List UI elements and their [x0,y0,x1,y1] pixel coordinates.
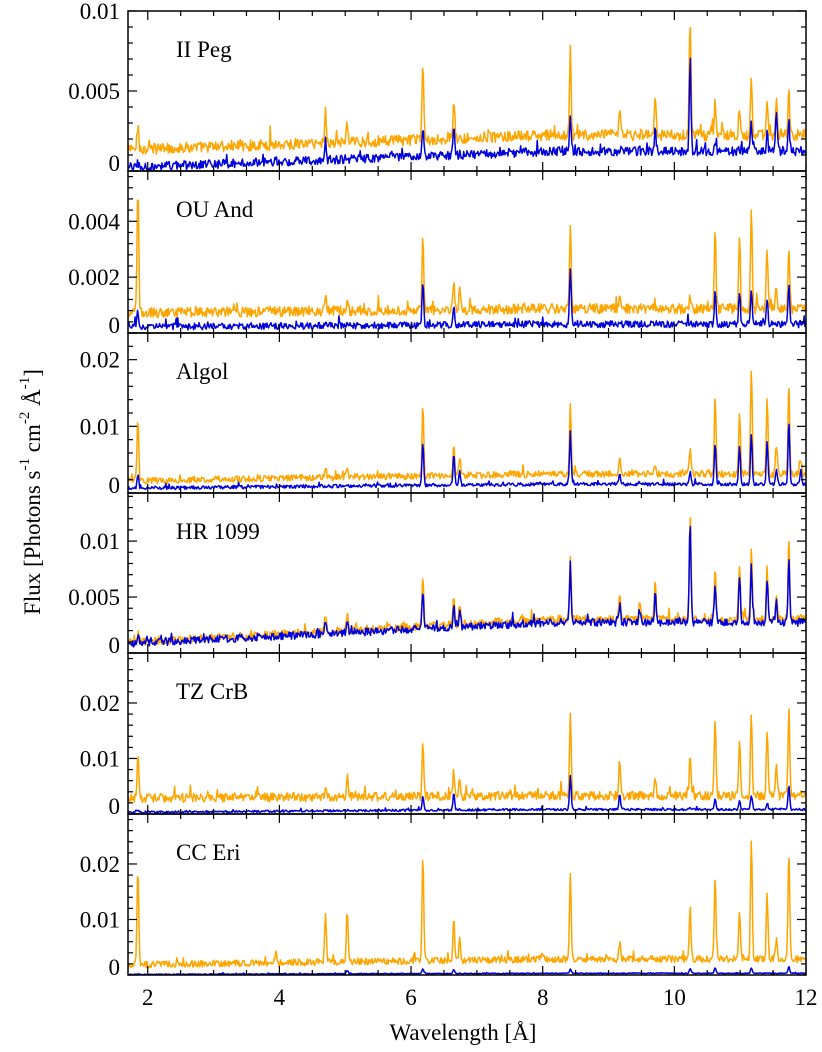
panel-2-ytick-label: 0.02 [80,348,120,373]
panel-0-orange-spectrum [128,26,806,155]
panel-4-ytick-label: 0.01 [80,746,120,771]
panel-4: 0 0.01 0.02 TZ CrB [80,652,807,819]
panel-0-ytick-label: 0.01 [80,0,120,24]
panel-0-ytick-label: 0 [109,151,121,176]
x-tick-label: 12 [795,985,818,1010]
panel-1-star-name: OU And [176,197,254,222]
panel-5-spectra [128,840,806,975]
panel-2-star-name: Algol [176,359,228,384]
y-axis-title: Flux [Photons s-1 cm-2 Å-1] [17,369,45,615]
panel-2-frame [127,332,807,494]
panel-4-blue-spectrum [128,774,806,814]
panel-5-star-name: CC Eri [176,840,241,865]
panel-5: 0 0.01 0.02 CC Eri [80,813,807,980]
panel-0-spectra [128,26,806,171]
panel-2-spectra [128,370,806,491]
x-tick-label: 8 [537,985,549,1010]
panel-3-star-name: HR 1099 [176,519,260,544]
panel-3: 0 0.005 0.01 HR 1099 [68,492,807,658]
panel-5-blue-spectrum [128,965,806,975]
panel-5-frame [127,813,807,976]
panel-4-ytick-label: 0 [109,794,121,819]
panel-0-blue-spectrum [128,57,806,171]
x-axis: 2 4 6 8 10 12 [142,985,818,1010]
x-tick-label: 2 [142,985,154,1010]
panel-3-blue-spectrum [128,525,806,648]
panel-3-ytick-label: 0.01 [80,529,120,554]
panel-3-spectra [128,517,806,648]
panel-1-orange-spectrum [128,199,806,319]
panel-3-ytick-label: 0 [109,633,121,658]
panel-0: 0 0.005 0.01 II Peg [68,0,807,176]
x-tick-label: 4 [274,985,286,1010]
panel-2-ytick-label: 0.01 [80,414,120,439]
x-axis-title: Wavelength [Å] [390,1020,537,1045]
panel-2: 0 0.01 0.02 Algol [80,332,807,498]
panel-4-spectra [128,708,806,814]
panel-5-ytick-label: 0.02 [80,852,120,877]
panel-0-ytick-label: 0.005 [68,79,120,104]
panel-4-star-name: TZ CrB [176,679,248,704]
panel-1: 0 0.002 0.004 OU And [68,170,807,338]
panel-5-orange-spectrum [128,840,806,969]
panel-1-ytick-label: 0 [109,313,121,338]
panel-5-ytick-label: 0.01 [80,907,120,932]
panel-1-ytick-label: 0.002 [68,265,120,290]
x-tick-label: 6 [405,985,417,1010]
panel-1-spectra [128,199,806,331]
panel-3-frame [127,492,807,654]
panel-1-blue-spectrum [128,268,806,331]
panel-2-blue-spectrum [128,423,806,491]
panel-5-ytick-label: 0 [109,955,121,980]
panels: 0 0.005 0.01 II Peg 0 0.002 0.004 OU And 0 0.01 0.… [68,0,807,980]
panel-4-ytick-label: 0.02 [80,691,120,716]
panel-3-ytick-label: 0.005 [68,585,120,610]
panel-2-orange-spectrum [128,370,806,485]
panel-1-ytick-label: 0.004 [68,209,120,234]
panel-2-ytick-label: 0 [109,473,121,498]
panel-0-star-name: II Peg [176,37,232,62]
panel-4-orange-spectrum [128,708,806,804]
x-tick-label: 10 [663,985,686,1010]
